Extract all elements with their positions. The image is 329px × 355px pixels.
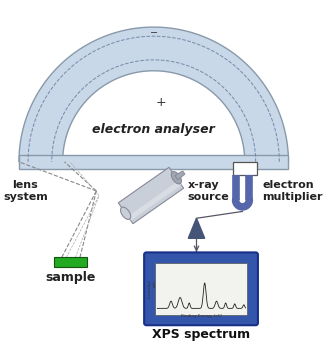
Text: +: + — [156, 96, 166, 109]
Polygon shape — [175, 171, 185, 180]
Polygon shape — [128, 181, 181, 220]
Text: lens
system: lens system — [3, 180, 48, 202]
Text: XPS spectrum: XPS spectrum — [152, 328, 250, 341]
Text: sample: sample — [46, 271, 96, 284]
Text: x-ray
source: x-ray source — [188, 180, 229, 202]
Text: electron analyser: electron analyser — [92, 124, 215, 136]
Polygon shape — [118, 167, 184, 224]
Text: Intensity/
arb.: Intensity/ arb. — [148, 279, 156, 299]
Ellipse shape — [120, 207, 131, 219]
Polygon shape — [188, 218, 205, 238]
Text: −: − — [150, 28, 158, 38]
Polygon shape — [19, 27, 289, 162]
Bar — [19, 154, 289, 169]
Ellipse shape — [171, 171, 181, 184]
Bar — [55, 257, 87, 267]
Bar — [233, 162, 257, 175]
Text: Binding Energy (eV): Binding Energy (eV) — [181, 314, 222, 318]
Bar — [155, 263, 247, 315]
Text: electron
multiplier: electron multiplier — [262, 180, 322, 202]
FancyBboxPatch shape — [144, 252, 258, 325]
